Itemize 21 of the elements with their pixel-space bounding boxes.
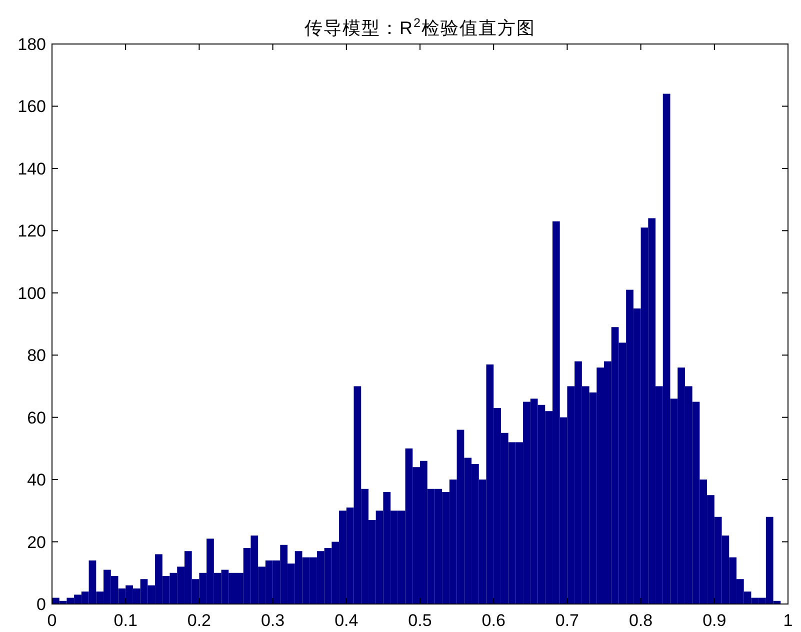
y-tick-label: 60 — [27, 408, 46, 428]
x-tick-label: 1 — [783, 611, 793, 630]
x-tick-label: 0.8 — [628, 611, 653, 630]
x-tick-label: 0.2 — [187, 611, 212, 630]
y-tick-label: 140 — [18, 159, 46, 178]
y-tick-label: 20 — [27, 532, 46, 552]
y-tick-label: 160 — [18, 97, 46, 116]
x-tick-label: 0.1 — [114, 611, 138, 630]
y-tick-label: 180 — [18, 35, 46, 54]
y-tick-label: 100 — [18, 284, 46, 303]
x-tick-label: 0.6 — [482, 611, 506, 630]
x-tick-label: 0.7 — [555, 611, 580, 630]
y-tick-label: 40 — [27, 470, 46, 490]
x-tick-label: 0.3 — [260, 611, 285, 630]
chart-title: 传导模型：R$^{2}$检验值直方图 — [304, 16, 536, 38]
y-tick-label: 120 — [18, 222, 46, 241]
x-tick-label: 0.5 — [408, 611, 432, 630]
y-tick-label: 0 — [36, 595, 46, 614]
y-tick-label: 80 — [27, 346, 46, 366]
x-tick-label: 0.4 — [334, 611, 358, 630]
x-tick-label: 0.9 — [702, 611, 726, 630]
